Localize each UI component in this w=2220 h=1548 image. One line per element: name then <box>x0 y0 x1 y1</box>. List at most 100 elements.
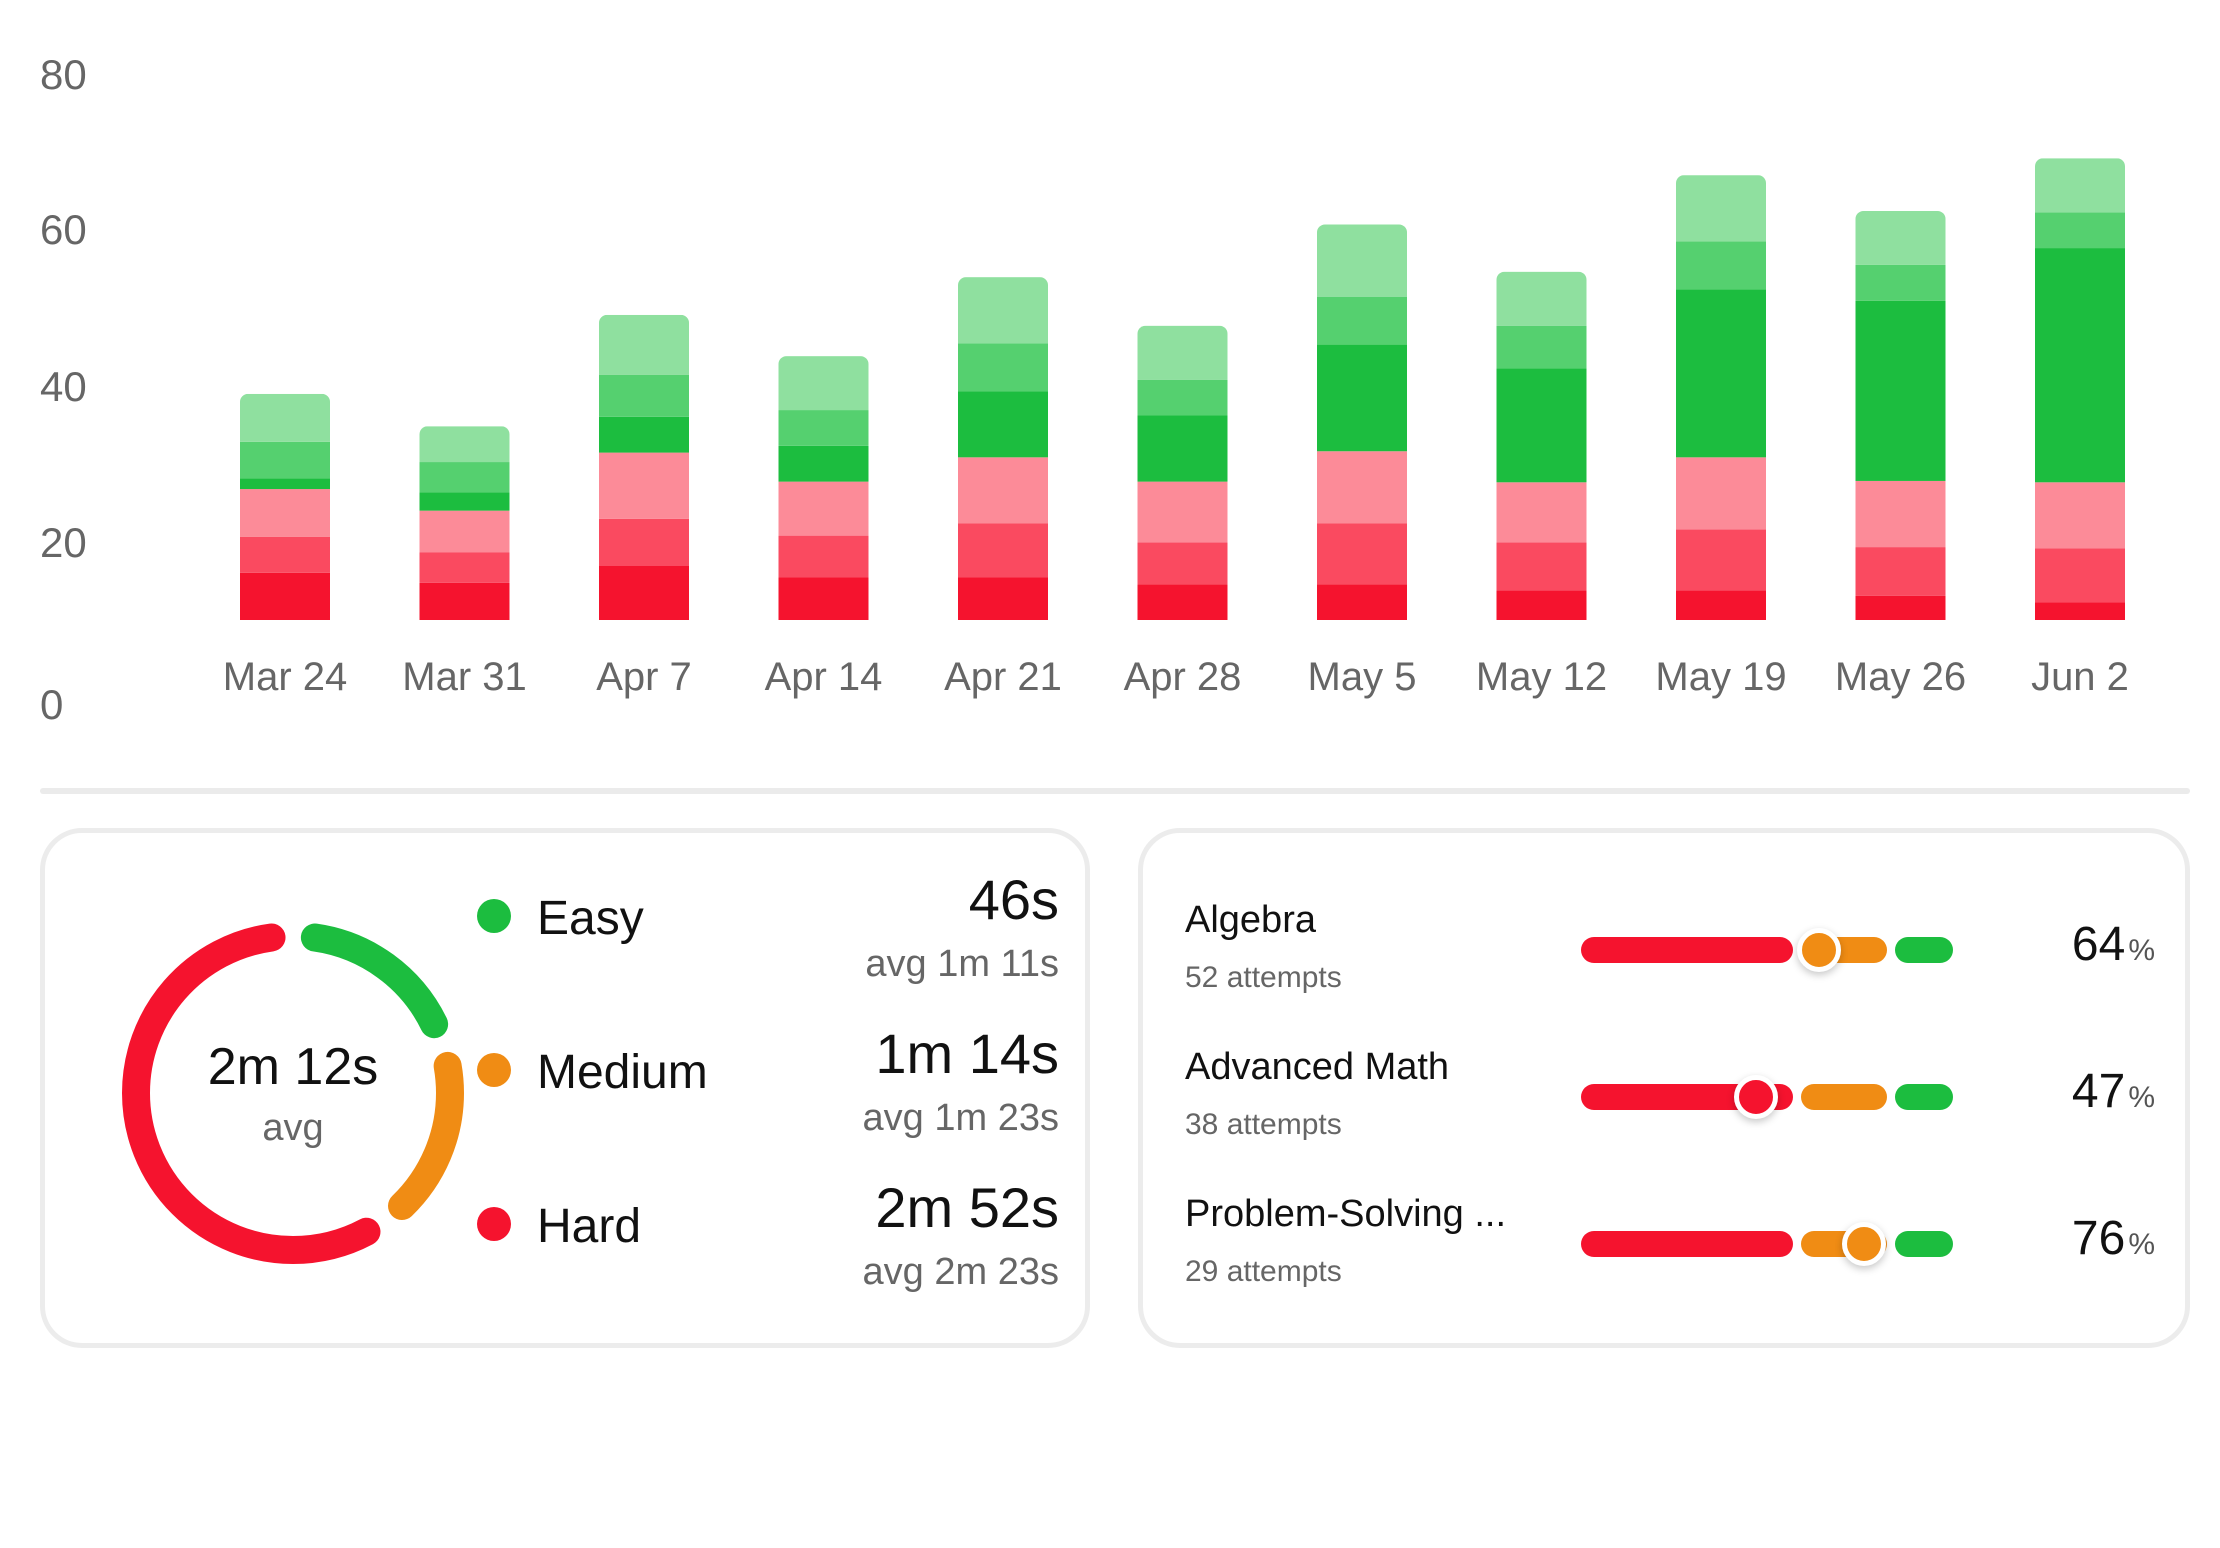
y-tick-label: 20 <box>40 519 87 566</box>
x-tick-label: Apr 7 <box>596 655 692 699</box>
x-tick-label: Apr 21 <box>944 655 1062 699</box>
bar-segment <box>1676 457 1766 530</box>
bar-segment <box>1317 224 1407 297</box>
bar-segment <box>958 577 1048 620</box>
weekly-questions-chart: 0 20 40 60 80 Mar 24 Mar 31 Apr 7 Apr 14 Apr 21 A… <box>40 51 2129 728</box>
bar-stack[interactable] <box>1317 224 1407 620</box>
bar-segment <box>240 536 330 573</box>
bar-segment <box>1317 523 1407 585</box>
level-avg: avg 1m 11s <box>865 943 1059 985</box>
hard-segment <box>1581 937 1793 963</box>
bar-segment <box>1855 595 1946 620</box>
bar-stack[interactable] <box>1137 325 1228 620</box>
bar-segment <box>1855 480 1946 548</box>
x-tick-label: May 12 <box>1476 655 1607 699</box>
x-tick-label: Apr 14 <box>765 655 883 699</box>
bar-stack[interactable] <box>1855 210 1946 620</box>
bar-segment <box>599 452 689 519</box>
topic-row-problem-solving[interactable]: Problem-Solving ... 29 attempts 76% <box>1185 1181 2155 1301</box>
medium-segment <box>1801 1084 1887 1110</box>
bar-segment <box>1676 590 1766 620</box>
level-time: 2m 52s <box>875 1176 1059 1239</box>
bar-segment <box>1676 241 1766 290</box>
donut-avg-label: avg <box>262 1106 324 1149</box>
bar-segment <box>2035 482 2125 549</box>
bar-segment <box>419 552 510 583</box>
bar-segment <box>599 518 689 566</box>
x-tick-label: Mar 31 <box>402 655 527 699</box>
hard-segment <box>1581 1231 1793 1257</box>
x-tick-label: Mar 24 <box>223 655 348 699</box>
bar-segment <box>778 356 869 411</box>
easy-segment <box>1895 1084 1953 1110</box>
hard-dot-icon <box>477 1207 511 1241</box>
y-tick-label: 40 <box>40 363 87 410</box>
level-avg: avg 1m 23s <box>862 1097 1059 1139</box>
bar-segment <box>1676 175 1766 242</box>
x-tick-label: May 19 <box>1655 655 1786 699</box>
bar-segment <box>599 374 689 417</box>
bar-segment <box>778 445 869 482</box>
x-tick-label: May 26 <box>1835 655 1966 699</box>
bar-stack[interactable] <box>240 393 330 620</box>
topic-percent: 47% <box>2072 1064 2155 1119</box>
avg-time-donut <box>122 922 464 1264</box>
easy-segment <box>1895 1231 1953 1257</box>
bar-stack[interactable] <box>599 314 689 620</box>
level-avg: avg 2m 23s <box>862 1251 1059 1293</box>
bar-segment <box>1676 529 1766 591</box>
bar-segment <box>1137 379 1228 416</box>
bar-segment <box>1855 264 1946 301</box>
topic-accuracy-bar <box>1581 1222 1953 1266</box>
medium-dot-icon <box>477 1053 511 1087</box>
topics-accuracy-card: Algebra 52 attempts 64% Advanced Math 38… <box>1138 828 2190 1348</box>
bar-stack[interactable] <box>958 277 1048 620</box>
bar-segment <box>1137 325 1228 380</box>
bar-segment <box>1317 344 1407 452</box>
bar-segment <box>599 566 689 620</box>
donut-center: 2m 12s avg <box>103 903 483 1283</box>
topic-percent: 76% <box>2072 1211 2155 1266</box>
bar-segment <box>599 314 689 375</box>
level-name: Medium <box>537 1046 708 1099</box>
donut-segment-hard <box>122 922 464 1264</box>
percent-symbol: % <box>2128 934 2155 967</box>
bar-segment <box>1137 481 1228 543</box>
bar-segment <box>1496 325 1587 369</box>
topic-row-advanced-math[interactable]: Advanced Math 38 attempts 47% <box>1185 1034 2155 1154</box>
bar-segment <box>958 277 1048 344</box>
x-tick-label: May 5 <box>1308 655 1417 699</box>
bar-stack[interactable] <box>2035 158 2125 620</box>
section-divider <box>40 788 2190 794</box>
topic-accuracy-bar <box>1581 1075 1953 1119</box>
y-tick-label: 0 <box>40 681 63 728</box>
topic-row-algebra[interactable]: Algebra 52 attempts 64% <box>1185 887 2155 1007</box>
bar-segment <box>1137 542 1228 585</box>
topic-attempts: 38 attempts <box>1185 1108 1342 1141</box>
level-time: 1m 14s <box>875 1022 1059 1085</box>
bar-stack[interactable] <box>778 356 869 620</box>
bar-segment <box>1855 210 1946 265</box>
bar-stack[interactable] <box>419 426 510 620</box>
bar-segment <box>1496 368 1587 483</box>
bar-stack[interactable] <box>1676 175 1766 620</box>
bar-segment <box>240 489 330 537</box>
bar-segment <box>240 478 330 490</box>
bar-segment <box>1855 300 1946 481</box>
easy-segment <box>1895 937 1953 963</box>
topic-percent-value: 76 <box>2071 1212 2126 1265</box>
level-row-medium: Medium 1m 14s avg 1m 23s <box>477 1021 1059 1141</box>
percent-symbol: % <box>2128 1081 2155 1114</box>
bar-segment <box>1137 415 1228 482</box>
bar-segment <box>419 492 510 511</box>
level-name: Hard <box>537 1200 642 1253</box>
bar-segment <box>240 393 330 442</box>
bar-stack[interactable] <box>1496 271 1587 620</box>
percent-symbol: % <box>2128 1228 2155 1261</box>
bar-segment <box>1317 584 1407 620</box>
bar-segment <box>2035 248 2125 483</box>
level-row-easy: Easy 46s avg 1m 11s <box>477 867 1059 987</box>
bar-segment <box>240 441 330 479</box>
score-marker <box>1841 1222 1886 1266</box>
bar-segment <box>1676 289 1766 458</box>
